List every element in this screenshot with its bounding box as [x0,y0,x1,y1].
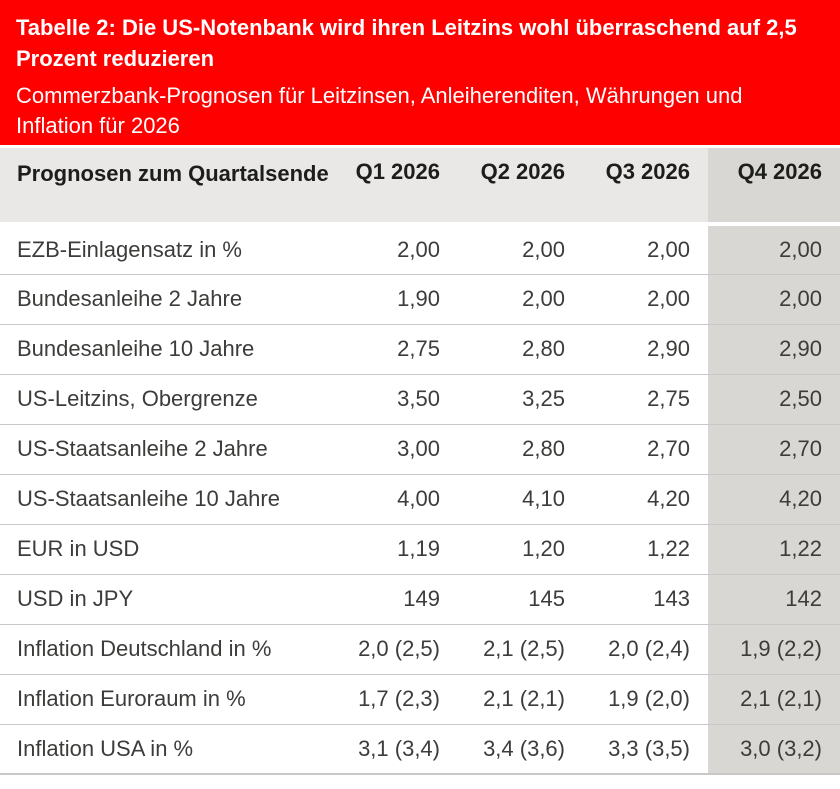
value-cell: 3,25 [458,374,583,425]
value-cell: 2,1 (2,1) [458,674,583,725]
value-cell: 2,00 [708,224,840,275]
table-row: Inflation Euroraum in % 1,7 (2,3) 2,1 (2… [0,674,840,725]
value-cell: 2,00 [583,224,708,275]
value-cell: 2,00 [583,274,708,325]
corner-header: Prognosen zum Quartalsende [0,148,333,226]
row-label: USD in JPY [0,574,333,625]
column-header-q3: Q3 2026 [583,148,708,226]
value-cell: 2,75 [583,374,708,425]
value-cell: 1,19 [333,524,458,575]
value-cell: 2,00 [708,274,840,325]
value-cell: 1,22 [708,524,840,575]
row-label: US-Staatsanleihe 2 Jahre [0,424,333,475]
page-subtitle: Commerzbank-Prognosen für Leitzinsen, An… [16,83,743,138]
row-label: Inflation Euroraum in % [0,674,333,725]
value-cell: 149 [333,574,458,625]
page-title: Tabelle 2: Die US-Notenbank wird ihren L… [16,15,797,71]
value-cell: 3,00 [333,424,458,475]
column-header-q4: Q4 2026 [708,148,840,226]
title-banner: Tabelle 2: Die US-Notenbank wird ihren L… [0,0,840,145]
value-cell: 3,0 (3,2) [708,724,840,775]
value-cell: 2,70 [708,424,840,475]
value-cell: 1,7 (2,3) [333,674,458,725]
value-cell: 1,22 [583,524,708,575]
table-row: US-Staatsanleihe 10 Jahre 4,00 4,10 4,20… [0,474,840,525]
value-cell: 3,4 (3,6) [458,724,583,775]
table-row: Bundesanleihe 10 Jahre 2,75 2,80 2,90 2,… [0,324,840,375]
column-header-q1: Q1 2026 [333,148,458,226]
value-cell: 2,50 [708,374,840,425]
value-cell: 2,80 [458,424,583,475]
value-cell: 2,70 [583,424,708,475]
value-cell: 2,90 [708,324,840,375]
table-row: US-Leitzins, Obergrenze 3,50 3,25 2,75 2… [0,374,840,425]
value-cell: 3,3 (3,5) [583,724,708,775]
value-cell: 2,75 [333,324,458,375]
row-label: EUR in USD [0,524,333,575]
table-row: Inflation USA in % 3,1 (3,4) 3,4 (3,6) 3… [0,724,840,775]
row-label: Inflation Deutschland in % [0,624,333,675]
table-row: USD in JPY 149 145 143 142 [0,574,840,625]
row-label: Bundesanleihe 2 Jahre [0,274,333,325]
value-cell: 1,9 (2,0) [583,674,708,725]
row-label: Inflation USA in % [0,724,333,775]
value-cell: 4,20 [708,474,840,525]
column-header-q2: Q2 2026 [458,148,583,226]
value-cell: 4,10 [458,474,583,525]
value-cell: 2,0 (2,4) [583,624,708,675]
value-cell: 2,0 (2,5) [333,624,458,675]
value-cell: 2,00 [458,274,583,325]
value-cell: 2,00 [333,224,458,275]
value-cell: 2,90 [583,324,708,375]
value-cell: 1,9 (2,2) [708,624,840,675]
value-cell: 1,20 [458,524,583,575]
table-header-row: Prognosen zum Quartalsende Q1 2026 Q2 20… [0,148,840,226]
value-cell: 3,50 [333,374,458,425]
value-cell: 1,90 [333,274,458,325]
row-label: EZB-Einlagensatz in % [0,224,333,275]
forecast-table: Prognosen zum Quartalsende Q1 2026 Q2 20… [0,148,840,775]
value-cell: 2,1 (2,1) [708,674,840,725]
table-row: Inflation Deutschland in % 2,0 (2,5) 2,1… [0,624,840,675]
table-row: Bundesanleihe 2 Jahre 1,90 2,00 2,00 2,0… [0,274,840,325]
table-row: US-Staatsanleihe 2 Jahre 3,00 2,80 2,70 … [0,424,840,475]
value-cell: 4,00 [333,474,458,525]
value-cell: 145 [458,574,583,625]
table-row: EZB-Einlagensatz in % 2,00 2,00 2,00 2,0… [0,224,840,275]
value-cell: 2,1 (2,5) [458,624,583,675]
value-cell: 142 [708,574,840,625]
row-label: US-Leitzins, Obergrenze [0,374,333,425]
value-cell: 4,20 [583,474,708,525]
value-cell: 143 [583,574,708,625]
value-cell: 2,80 [458,324,583,375]
value-cell: 2,00 [458,224,583,275]
value-cell: 3,1 (3,4) [333,724,458,775]
table-row: EUR in USD 1,19 1,20 1,22 1,22 [0,524,840,575]
row-label: Bundesanleihe 10 Jahre [0,324,333,375]
row-label: US-Staatsanleihe 10 Jahre [0,474,333,525]
